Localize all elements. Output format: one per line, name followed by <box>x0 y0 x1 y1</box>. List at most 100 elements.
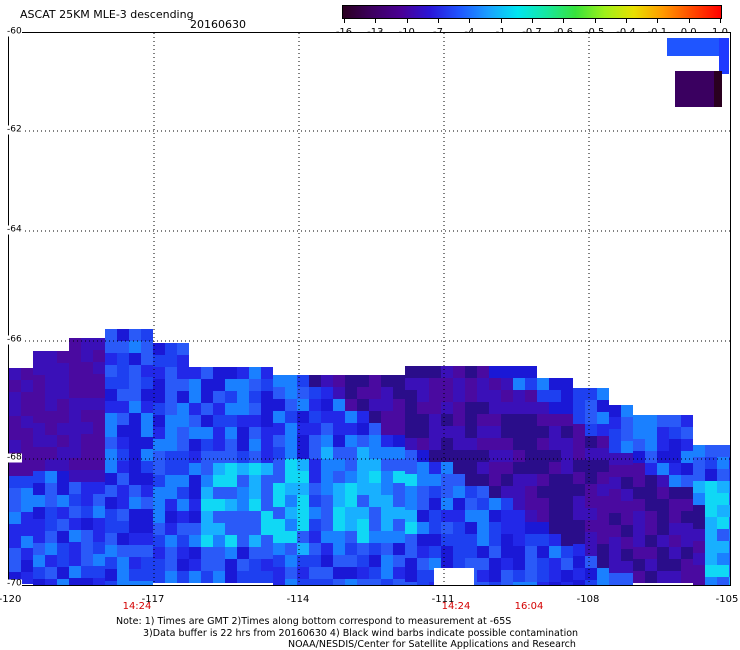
swath-cell <box>9 476 21 488</box>
swath-cell <box>525 450 537 462</box>
swath-cell <box>501 534 513 546</box>
swath-cell <box>657 439 669 451</box>
swath-cell <box>609 537 621 549</box>
colorbar-tick-mark <box>375 19 377 23</box>
swath-cell <box>477 570 489 582</box>
swath-cell <box>105 365 117 377</box>
swath-cell <box>33 399 45 411</box>
swath-cell <box>177 487 189 499</box>
swath-cell <box>213 559 225 571</box>
note-line-1: Note: 1) Times are GMT 2)Times along bot… <box>116 616 512 627</box>
swath-cell <box>69 398 81 410</box>
swath-cell <box>669 499 681 511</box>
swath-cell <box>165 439 177 451</box>
swath-cell <box>117 557 129 569</box>
swath-cell <box>453 534 465 546</box>
swath-cell <box>117 521 129 533</box>
swath-cell <box>93 530 105 542</box>
swath-cell <box>45 435 57 447</box>
swath-cell <box>153 451 165 463</box>
swath-cell <box>345 399 357 411</box>
swath-cell <box>225 427 237 439</box>
swath-cell <box>57 483 69 495</box>
swath-cell <box>309 447 321 459</box>
swath-cell <box>201 391 213 403</box>
swath-cell <box>189 523 201 535</box>
swath-cell <box>177 391 189 403</box>
swath-cell <box>201 427 213 439</box>
swath-cell <box>645 439 657 451</box>
swath-cell <box>441 450 453 462</box>
swath-cell <box>69 566 81 578</box>
swath-cell <box>549 474 561 486</box>
swath-cell <box>21 440 33 452</box>
colorbar-tick-mark <box>688 19 690 23</box>
swath-cell <box>621 537 633 549</box>
swath-cell <box>453 378 465 390</box>
swath-cell <box>333 495 345 507</box>
swath-cell <box>513 402 525 414</box>
swath-cell <box>225 559 237 571</box>
swath-cell <box>333 387 345 399</box>
swath-cell <box>213 391 225 403</box>
swath-cell <box>201 523 213 535</box>
swath-cell <box>297 411 309 423</box>
swath-cell <box>417 558 429 570</box>
swath-cell <box>261 439 273 451</box>
swath-cell <box>129 473 141 485</box>
swath-cell <box>177 499 189 511</box>
swath-cell <box>429 378 441 390</box>
swath-cell <box>177 451 189 463</box>
swath-cell <box>597 400 609 412</box>
swath-cell <box>633 439 645 451</box>
swath-cell <box>621 441 633 453</box>
swath-cell <box>45 411 57 423</box>
swath-cell <box>573 472 585 484</box>
swath-cell <box>441 438 453 450</box>
swath-cell <box>381 411 393 423</box>
swath-cell <box>177 367 189 379</box>
swath-cell <box>9 536 21 548</box>
swath-cell <box>513 378 525 390</box>
swath-cell <box>57 387 69 399</box>
swath-cell <box>69 338 81 350</box>
swath-cell <box>441 402 453 414</box>
swath-cell <box>621 477 633 489</box>
swath-cell <box>9 404 21 416</box>
swath-cell <box>381 423 393 435</box>
swath-cell <box>417 378 429 390</box>
swath-cell <box>225 439 237 451</box>
swath-cell <box>285 459 297 471</box>
swath-cell <box>81 374 93 386</box>
swath-cell <box>201 487 213 499</box>
swath-cell <box>69 494 81 506</box>
swath-cell <box>501 474 513 486</box>
swath-cell <box>549 426 561 438</box>
swath-cell <box>225 523 237 535</box>
swath-cell <box>477 426 489 438</box>
swath-cell <box>393 471 405 483</box>
swath-cell <box>93 434 105 446</box>
swath-cell <box>525 390 537 402</box>
swath-cell <box>681 451 693 463</box>
swath-cell <box>453 558 465 570</box>
swath-cell <box>261 427 273 439</box>
swath-cell <box>165 511 177 523</box>
swath-cell <box>201 511 213 523</box>
swath-cell <box>657 451 669 463</box>
swath-cell <box>477 450 489 462</box>
swath-cell <box>9 524 21 536</box>
swath-cell <box>309 387 321 399</box>
swath-cell <box>117 437 129 449</box>
swath-cell <box>105 557 117 569</box>
swath-cell <box>201 415 213 427</box>
swath-cell <box>681 415 693 427</box>
swath-cell <box>633 559 645 571</box>
swath-cell <box>9 488 21 500</box>
swath-cell <box>357 387 369 399</box>
swath-cell <box>309 495 321 507</box>
swath-cell <box>453 402 465 414</box>
swath-cell <box>141 353 153 365</box>
swath-cell <box>357 435 369 447</box>
swath-cell <box>237 547 249 559</box>
